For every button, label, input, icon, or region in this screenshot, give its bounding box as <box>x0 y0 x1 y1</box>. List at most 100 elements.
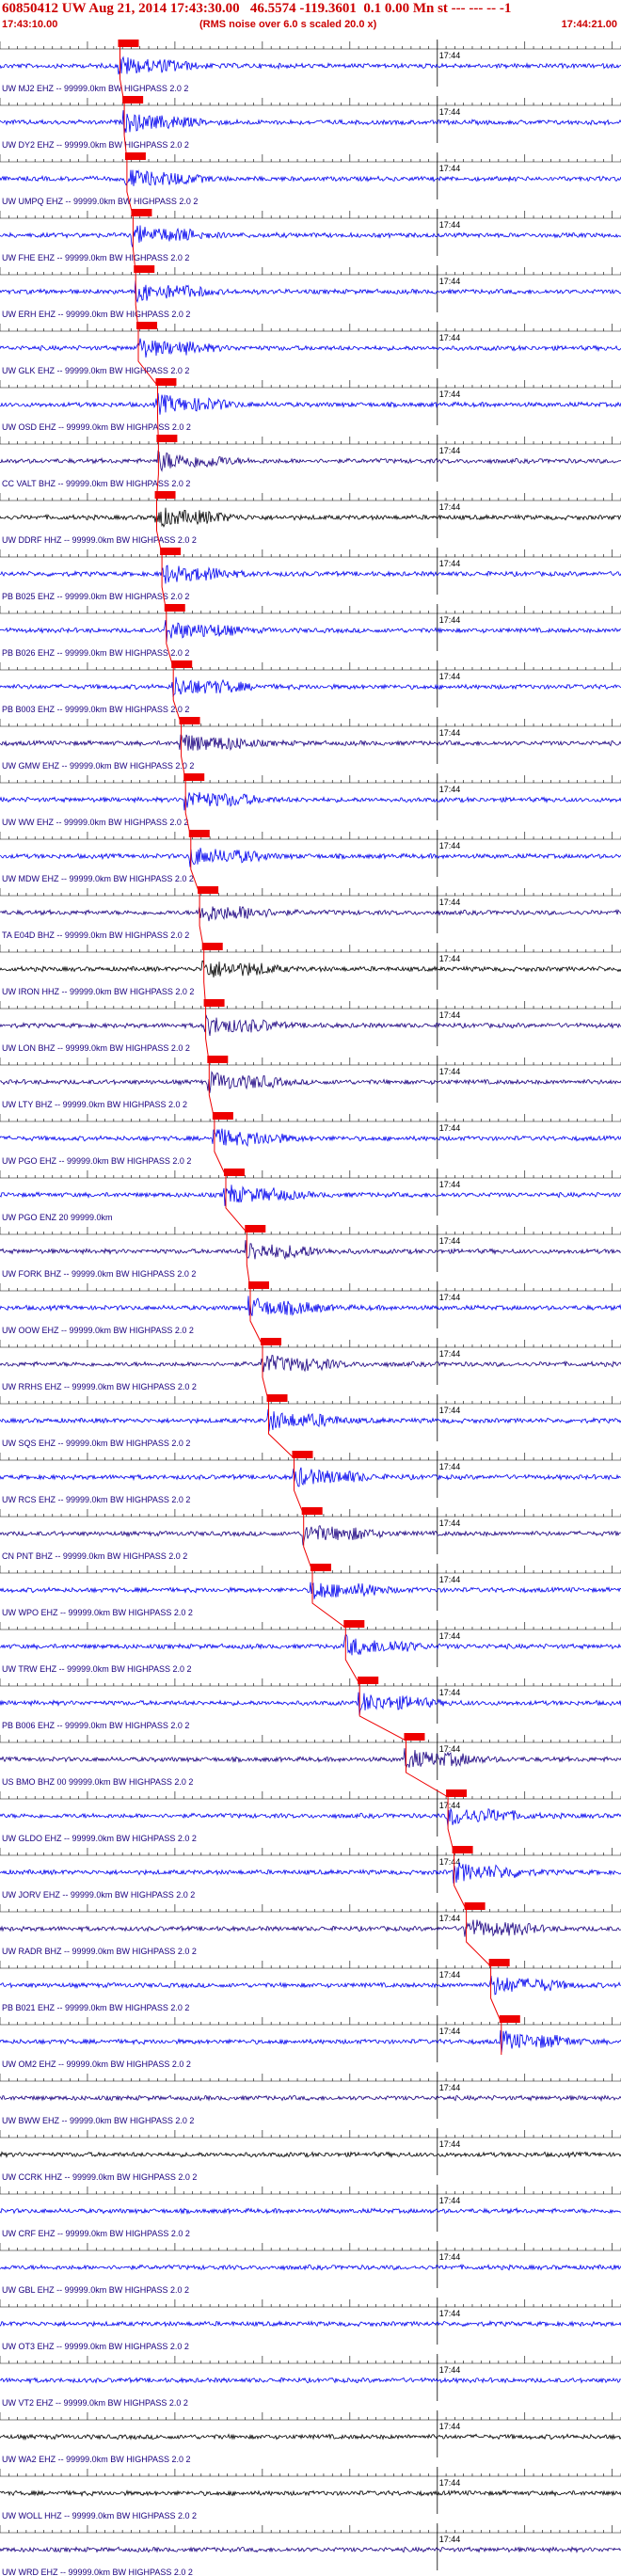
pick-marker <box>292 1451 313 1458</box>
minute-tick-label: 17:44 <box>439 2422 461 2431</box>
trace-row: 17:44 UW MJ2 EHZ -- 99999.0km BW HIGHPASS… <box>0 40 621 93</box>
trace-row: 17:44 CN PNT BHZ -- 99999.0km BW HIGHPASS… <box>0 1507 621 1561</box>
minute-tick-label: 17:44 <box>439 954 461 963</box>
trace-row: 17:44 US BMO BHZ 00 99999.0km BW HIGHPASS… <box>0 1733 621 1787</box>
rms-scaling-note: (RMS noise over 6.0 s scaled 20.0 x) <box>199 19 377 30</box>
station-label: UW CRF EHZ -- 99999.0km BW HIGHPASS 2.0 … <box>2 2229 190 2238</box>
minute-tick-label: 17:44 <box>439 1406 461 1415</box>
minute-tick-label: 17:44 <box>439 1857 461 1867</box>
pick-marker <box>248 1281 269 1289</box>
pick-marker <box>131 209 152 216</box>
minute-tick-label: 17:44 <box>439 1575 461 1584</box>
station-label: UW FORK BHZ -- 99999.0km BW HIGHPASS 2.0… <box>2 1269 196 1279</box>
waveform <box>0 1524 621 1546</box>
station-label: UW OM2 EHZ -- 99999.0km BW HIGHPASS 2.0 … <box>2 2059 191 2069</box>
station-label: UW OOW EHZ -- 99999.0km BW HIGHPASS 2.0 … <box>2 1326 194 1335</box>
minute-tick-label: 17:44 <box>439 898 461 907</box>
trace-row: 17:44 UW LTY BHZ -- 99999.0km BW HIGHPASS… <box>0 1056 621 1109</box>
station-label: TA E04D BHZ -- 99999.0km BW HIGHPASS 2.0… <box>2 930 189 940</box>
station-label: UW WA2 EHZ -- 99999.0km BW HIGHPASS 2.0 … <box>2 2455 191 2464</box>
waveform <box>0 1014 621 1036</box>
station-label: UW RADR BHZ -- 99999.0km BW HIGHPASS 2.0… <box>2 1947 197 1956</box>
waveform <box>0 905 621 922</box>
station-label: UW DY2 EHZ -- 99999.0km BW HIGHPASS 2.0 … <box>2 140 189 150</box>
station-label: UW PGO EHZ -- 99999.0km BW HIGHPASS 2.0 … <box>2 1156 191 1166</box>
trace-row: 17:44 UW OM2 EHZ -- 99999.0km BW HIGHPASS… <box>0 2015 621 2069</box>
trace-row: 17:44 UW FORK BHZ -- 99999.0km BW HIGHPAS… <box>0 1225 621 1279</box>
minute-tick-label: 17:44 <box>439 1293 461 1302</box>
pick-marker <box>446 1789 468 1797</box>
minute-tick-label: 17:44 <box>439 1744 461 1754</box>
waveform <box>0 734 621 752</box>
waveform <box>0 1808 621 1827</box>
pick-marker <box>164 604 185 612</box>
pick-marker <box>188 830 210 837</box>
station-label: UW MJ2 EHZ -- 99999.0km BW HIGHPASS 2.0 … <box>2 84 188 93</box>
station-label: UW SQS EHZ -- 99999.0km BW HIGHPASS 2.0 … <box>2 1439 190 1448</box>
minute-tick-label: 17:44 <box>439 2535 461 2544</box>
station-label: UW MDW EHZ -- 99999.0km BW HIGHPASS 2.0 … <box>2 874 194 883</box>
pick-marker <box>134 265 155 273</box>
trace-row: 17:44 UW LON BHZ -- 99999.0km BW HIGHPASS… <box>0 999 621 1053</box>
pick-marker <box>301 1507 323 1515</box>
minute-tick-label: 17:44 <box>439 1180 461 1189</box>
pick-marker <box>160 548 182 555</box>
event-title: 60850412 UW Aug 21, 2014 17:43:30.00 46.… <box>2 1 512 16</box>
minute-tick-label: 17:44 <box>439 1970 461 1980</box>
minute-tick-label: 17:44 <box>439 2365 461 2375</box>
waveform <box>0 676 621 698</box>
station-label: PB B003 EHZ -- 99999.0km BW HIGHPASS 2.0… <box>2 705 189 714</box>
minute-tick-label: 17:44 <box>439 1688 461 1697</box>
pick-marker <box>155 378 177 386</box>
station-label: UW LTY BHZ -- 99999.0km BW HIGHPASS 2.0 … <box>2 1100 187 1109</box>
trace-row: 17:44 UW CRF EHZ -- 99999.0km BW HIGHPASS… <box>0 2185 621 2238</box>
station-label: UW ERH EHZ -- 99999.0km BW HIGHPASS 2.0 … <box>2 310 190 319</box>
station-label: UW TRW EHZ -- 99999.0km BW HIGHPASS 2.0 … <box>2 1664 192 1674</box>
trace-row: 17:44 CC VALT BHZ -- 99999.0km BW HIGHPAS… <box>0 435 621 488</box>
waveform <box>0 392 621 415</box>
station-label: UW IRON HHZ -- 99999.0km BW HIGHPASS 2.0… <box>2 987 194 996</box>
station-label: CC VALT BHZ -- 99999.0km BW HIGHPASS 2.0… <box>2 479 190 488</box>
waveform <box>0 1240 621 1261</box>
trace-row: 17:44 UW GLDO EHZ -- 99999.0km BW HIGHPAS… <box>0 1789 621 1843</box>
waveform <box>0 225 621 248</box>
trace-row: 17:44 PB B006 EHZ -- 99999.0km BW HIGHPAS… <box>0 1677 621 1730</box>
waveform <box>0 620 621 643</box>
trace-row: 17:44 UW OSD EHZ -- 99999.0km BW HIGHPASS… <box>0 378 621 432</box>
waveform <box>0 2433 621 2441</box>
pick-marker <box>122 96 144 103</box>
pick-marker <box>245 1225 266 1232</box>
station-label: UW RRHS EHZ -- 99999.0km BW HIGHPASS 2.0… <box>2 1382 197 1391</box>
trace-row: 17:44 UW IRON HHZ -- 99999.0km BW HIGHPAS… <box>0 943 621 996</box>
trace-row: 17:44 UW DDRF HHZ -- 99999.0km BW HIGHPAS… <box>0 491 621 545</box>
waveform <box>0 450 621 472</box>
station-label: UW RCS EHZ -- 99999.0km BW HIGHPASS 2.0 … <box>2 1495 190 1504</box>
minute-tick-label: 17:44 <box>439 615 461 625</box>
trace-row: 17:44 UW PGO EHZ -- 99999.0km BW HIGHPASS… <box>0 1112 621 1166</box>
station-label: PB B006 EHZ -- 99999.0km BW HIGHPASS 2.0… <box>2 1721 189 1730</box>
waveform <box>0 2319 621 2328</box>
station-label: UW GBL EHZ -- 99999.0km BW HIGHPASS 2.0 … <box>2 2285 189 2295</box>
waveform <box>0 1919 621 1937</box>
trace-row: 17:44 UW RCS EHZ -- 99999.0km BW HIGHPASS… <box>0 1451 621 1504</box>
pick-marker <box>183 773 205 781</box>
waveform <box>0 1185 621 1206</box>
minute-tick-label: 17:44 <box>439 559 461 568</box>
waveform <box>0 169 621 186</box>
minute-tick-label: 17:44 <box>439 785 461 794</box>
minute-tick-label: 17:44 <box>439 1631 461 1641</box>
trace-row: 17:44 TA E04D BHZ -- 99999.0km BW HIGHPAS… <box>0 886 621 940</box>
station-label: UW LON BHZ -- 99999.0km BW HIGHPASS 2.0 … <box>2 1043 190 1053</box>
station-label: PB B025 EHZ -- 99999.0km BW HIGHPASS 2.0… <box>2 592 189 601</box>
trace-row: 17:44 UW WRD EHZ -- 99999.0km BW HIGHPASS… <box>0 2523 621 2576</box>
pick-marker <box>154 491 176 499</box>
trace-row: 17:44 UW TRW EHZ -- 99999.0km BW HIGHPASS… <box>0 1620 621 1674</box>
station-label: CN PNT BHZ -- 99999.0km BW HIGHPASS 2.0 … <box>2 1551 187 1561</box>
minute-tick-label: 17:44 <box>439 1123 461 1133</box>
trace-row: 17:44 UW UMPQ EHZ -- 99999.0km BW HIGHPAS… <box>0 152 621 206</box>
station-label: UW WW EHZ -- 99999.0km BW HIGHPASS 2.0 2 <box>2 818 188 827</box>
minute-tick-label: 17:44 <box>439 220 461 230</box>
station-label: UW WRD EHZ -- 99999.0km BW HIGHPASS 2.0 … <box>2 2568 193 2576</box>
waveform <box>0 1582 621 1599</box>
minute-tick-label: 17:44 <box>439 333 461 342</box>
